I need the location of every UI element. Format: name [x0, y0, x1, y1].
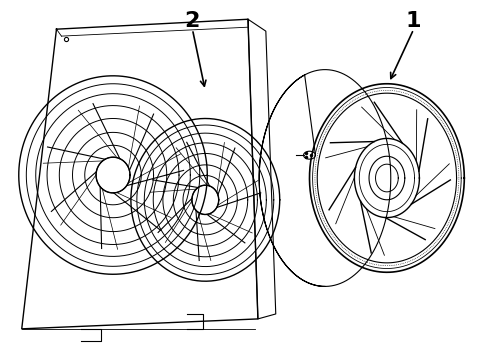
Text: 1: 1 — [406, 11, 421, 31]
Text: 2: 2 — [185, 11, 200, 31]
